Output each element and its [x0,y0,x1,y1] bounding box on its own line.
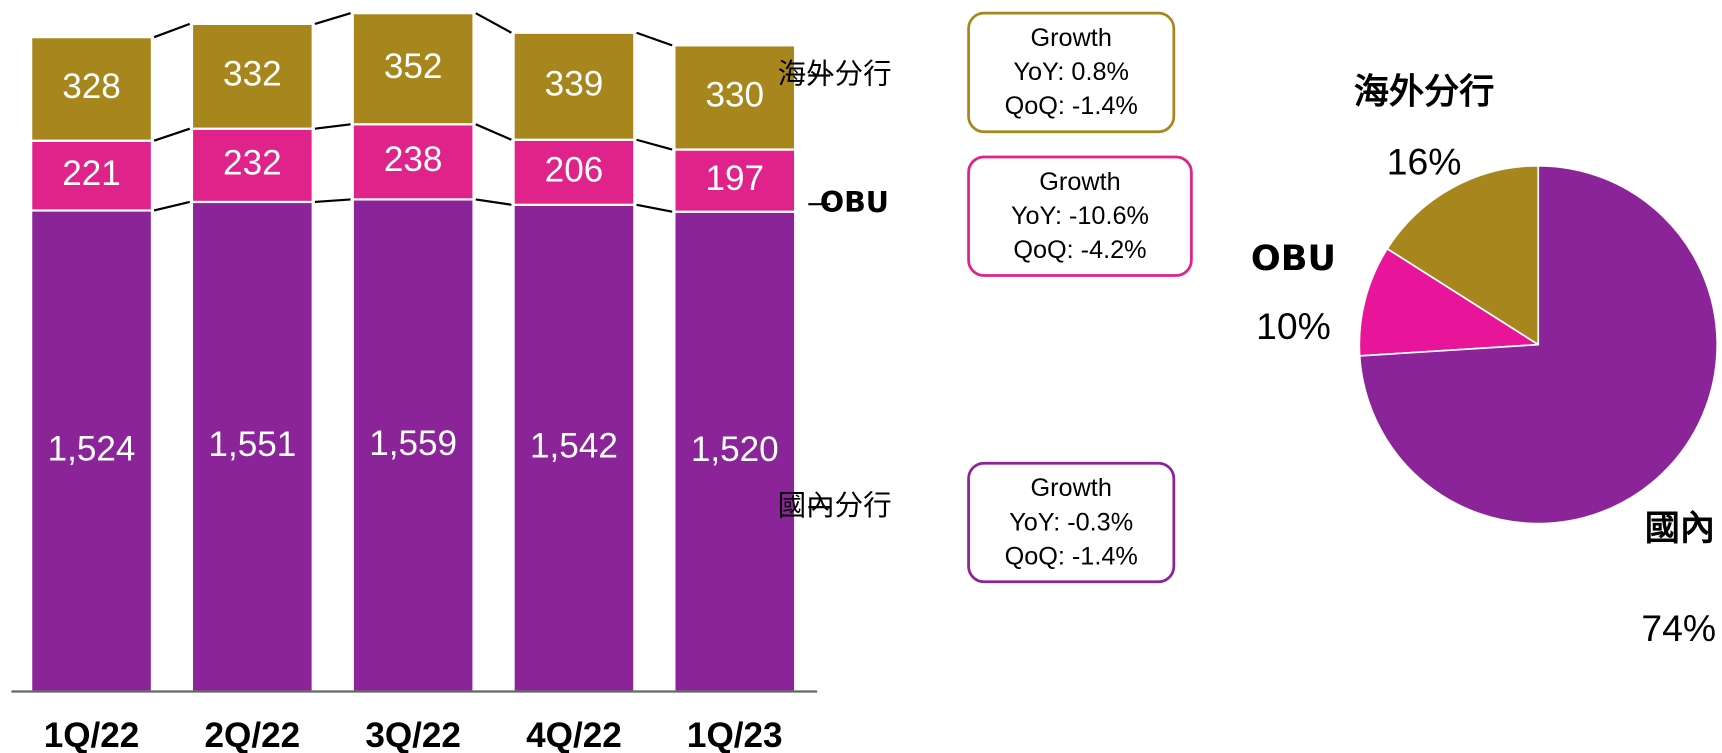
bar-segment [190,200,314,693]
value-label: 232 [223,144,282,183]
value-label: 221 [62,154,121,193]
pie-slice [1358,247,1541,357]
connector [153,22,191,39]
value-label: 1,524 [48,429,136,468]
bar-segment [512,138,636,206]
growth-text: QoQ: -1.4% [1005,542,1138,570]
value-label: 332 [223,55,282,94]
pie-category-label: OBU [1251,238,1336,279]
pie-slice [1386,164,1540,347]
connector [475,198,512,206]
pie-value-label: 74% [1641,607,1716,649]
bar-segment [30,209,154,693]
pie-category-label: 海外分行 [1354,71,1494,112]
bar-segment [673,44,797,151]
connector [475,123,512,141]
bar-segment [30,139,154,212]
value-label: 330 [705,76,764,115]
pie-value-label: 10% [1256,305,1331,347]
value-label: 1,542 [530,426,618,465]
growth-box [967,155,1193,277]
bar-segment [190,127,314,204]
bar-segment [673,210,797,693]
growth-text: QoQ: -4.2% [1013,236,1146,264]
legend-label: 國內分行 [778,489,892,522]
connector [314,198,351,204]
growth-text: Growth [1031,474,1112,502]
bar-segment [512,203,636,693]
connector [314,123,351,130]
growth-text: Growth [1031,24,1112,52]
growth-box [967,461,1176,584]
connector [636,203,673,213]
connector [475,12,512,34]
x-tick-label: 3Q/22 [365,716,461,753]
value-label: 339 [545,65,604,104]
growth-text: YoY: -10.6% [1011,202,1149,230]
value-label: 238 [384,140,443,179]
bar-segment [30,36,154,142]
bar-segment [190,22,314,130]
bar-segment [351,12,475,126]
x-tick-label: 1Q/22 [44,716,140,753]
connector [636,31,673,47]
growth-text: YoY: 0.8% [1013,58,1129,86]
pie-slice [1358,164,1718,525]
value-label: 1,559 [369,424,457,463]
connector [314,12,351,25]
x-tick-label: 4Q/22 [526,716,622,753]
value-label: 1,551 [208,425,296,464]
pie-category-label: 國內 [1645,508,1715,549]
growth-text: YoY: -0.3% [1009,508,1133,536]
connector [153,127,191,142]
value-label: 1,520 [691,430,779,469]
x-tick-label: 2Q/22 [205,716,301,753]
bar-segment [351,123,475,201]
value-label: 206 [545,151,604,190]
bar-segment [512,31,636,141]
connector [153,200,191,212]
growth-text: QoQ: -1.4% [1005,92,1138,120]
value-label: 352 [384,47,443,86]
pie-value-label: 16% [1387,141,1462,183]
x-tick-label: 1Q/23 [687,716,783,753]
value-label: 328 [62,67,121,106]
growth-box [967,11,1176,134]
value-label: 197 [705,159,764,198]
legend-label: OBU [820,186,889,219]
connector [636,138,673,151]
growth-text: Growth [1039,168,1120,196]
legend-label: 海外分行 [778,58,892,91]
